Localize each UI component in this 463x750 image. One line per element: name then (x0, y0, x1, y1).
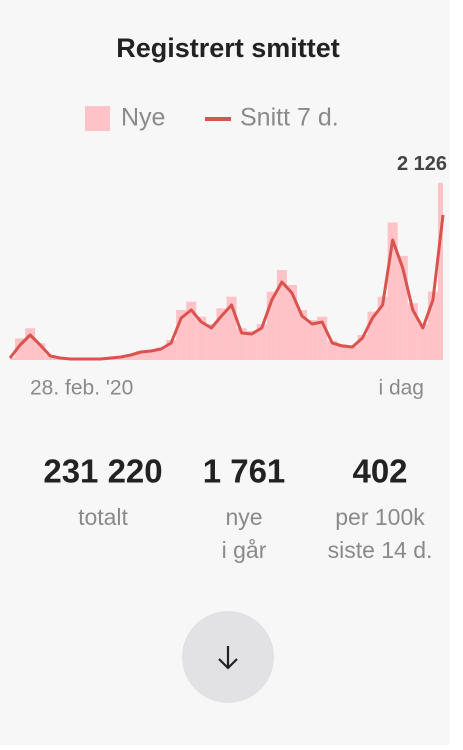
bar (156, 347, 167, 360)
bar (236, 328, 247, 360)
bar (357, 335, 368, 360)
bar (417, 324, 428, 360)
bar (266, 291, 277, 360)
legend-label: Nye (121, 104, 165, 132)
bar (397, 255, 408, 360)
x-tick-label: i dag (378, 377, 424, 400)
bar (15, 338, 26, 360)
bar (407, 303, 418, 360)
bar (125, 354, 136, 360)
bar (25, 328, 36, 360)
stat-value: 231 220 (43, 453, 162, 490)
bar (206, 324, 217, 360)
bar (276, 270, 287, 360)
bar (216, 308, 227, 360)
bar (337, 344, 348, 360)
bar (135, 350, 146, 360)
stat-caption: nye (225, 504, 262, 530)
title: Registrert smittet (116, 33, 340, 63)
data-label: 2 126 (397, 153, 447, 175)
bar (347, 345, 358, 360)
stat-caption: per 100k (335, 504, 425, 530)
bar (256, 324, 267, 360)
more-button[interactable] (182, 611, 274, 703)
average-line (8, 214, 445, 361)
bar (196, 316, 207, 360)
bar (35, 343, 46, 360)
bar (377, 296, 388, 360)
bar (437, 182, 443, 360)
bar (307, 320, 318, 360)
bar (145, 350, 157, 360)
bar (387, 222, 398, 360)
bar (296, 310, 308, 360)
bar (226, 296, 237, 360)
stat-caption: i går (222, 537, 267, 563)
stat-value: 1 761 (203, 453, 286, 490)
legend-swatch (85, 106, 110, 131)
bar (427, 291, 438, 360)
legend-label: Snitt 7 d. (240, 104, 339, 132)
bar (317, 316, 328, 360)
stat-caption: siste 14 d. (328, 537, 433, 563)
stat-caption: totalt (78, 504, 128, 530)
bar (166, 340, 177, 360)
arrow-down-icon (218, 646, 238, 670)
bar (176, 310, 187, 360)
bar (186, 301, 197, 360)
bar (10, 357, 16, 360)
bar (327, 340, 338, 360)
bar (367, 311, 378, 360)
bar (246, 330, 257, 360)
bar (286, 285, 297, 360)
stat-value: 402 (352, 453, 407, 490)
x-tick-label: 28. feb. '20 (30, 377, 133, 400)
